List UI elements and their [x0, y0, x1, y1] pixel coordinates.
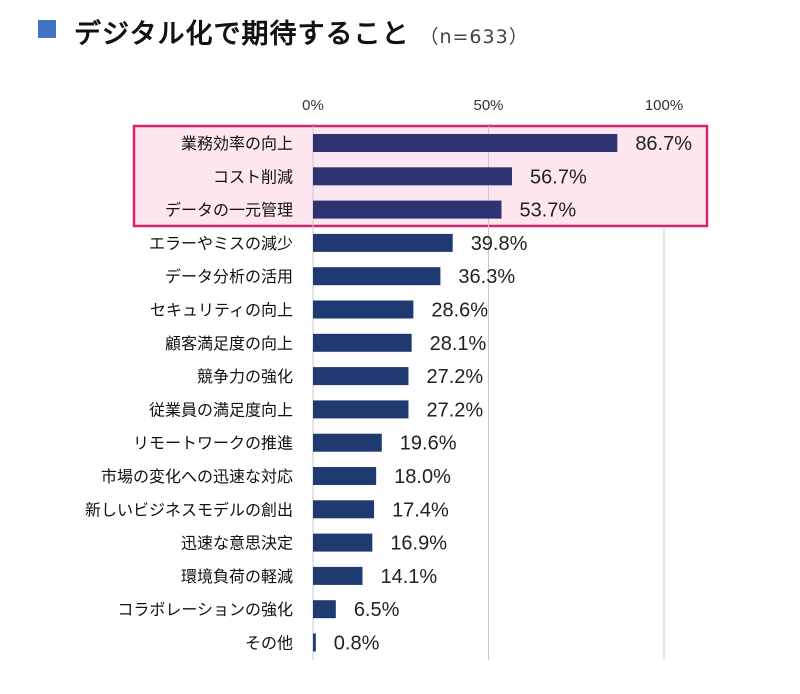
bar [313, 533, 373, 552]
data-label: 18.0% [394, 466, 451, 488]
x-tick-label: 100% [645, 97, 683, 114]
category-label: その他 [245, 634, 293, 653]
x-tick-label: 0% [302, 97, 324, 114]
data-label: 56.7% [530, 166, 587, 188]
title-text: デジタル化で期待すること [74, 19, 410, 50]
data-label: 28.6% [431, 300, 488, 322]
data-label: 53.7% [519, 200, 576, 222]
data-label: 27.2% [426, 366, 483, 388]
bar [313, 433, 382, 452]
data-label: 17.4% [392, 499, 449, 521]
category-label: 従業員の満足度向上 [149, 400, 293, 419]
category-label: エラーやミスの減少 [149, 234, 293, 253]
bar [313, 233, 453, 252]
category-label: 環境負荷の軽減 [181, 567, 293, 586]
title-square-icon [38, 20, 56, 38]
bar [313, 467, 377, 485]
category-label: 競争力の強化 [197, 367, 293, 386]
data-label: 16.9% [390, 533, 447, 555]
data-label: 27.2% [426, 399, 483, 421]
x-tick-label: 50% [473, 97, 503, 114]
category-label: 市場の変化への迅速な対応 [101, 467, 293, 486]
chart-title: デジタル化で期待すること （n=633） [74, 12, 529, 51]
category-label: 新しいビジネスモデルの創出 [85, 500, 293, 519]
data-label: 28.1% [430, 333, 487, 355]
category-label: セキュリティの向上 [150, 301, 293, 320]
category-label: 迅速な意思決定 [181, 534, 293, 553]
category-label: データ分析の活用 [165, 267, 293, 286]
data-label: 36.3% [458, 266, 515, 288]
data-label: 0.8% [334, 633, 380, 655]
category-label: リモートワークの推進 [133, 434, 293, 453]
bar [313, 600, 336, 619]
data-label: 14.1% [380, 566, 437, 588]
data-label: 19.6% [400, 433, 457, 455]
bar [313, 300, 414, 319]
category-label: データの一元管理 [165, 201, 293, 220]
category-label: 業務効率の向上 [181, 134, 293, 153]
category-label: 顧客満足度の向上 [165, 334, 293, 353]
sample-size: （n=633） [419, 26, 529, 48]
bar [313, 200, 502, 219]
bar [313, 500, 375, 519]
bar [313, 134, 618, 152]
bar [313, 367, 409, 386]
bar [313, 566, 363, 585]
bar [313, 267, 441, 286]
bar [313, 633, 316, 652]
bar [313, 400, 409, 419]
data-label: 86.7% [635, 133, 692, 155]
category-label: コラボレーションの強化 [117, 600, 293, 619]
bar [313, 333, 412, 352]
bar [313, 167, 513, 186]
category-label: コスト削減 [213, 167, 293, 186]
data-label: 6.5% [354, 599, 400, 621]
data-label: 39.8% [471, 233, 528, 255]
